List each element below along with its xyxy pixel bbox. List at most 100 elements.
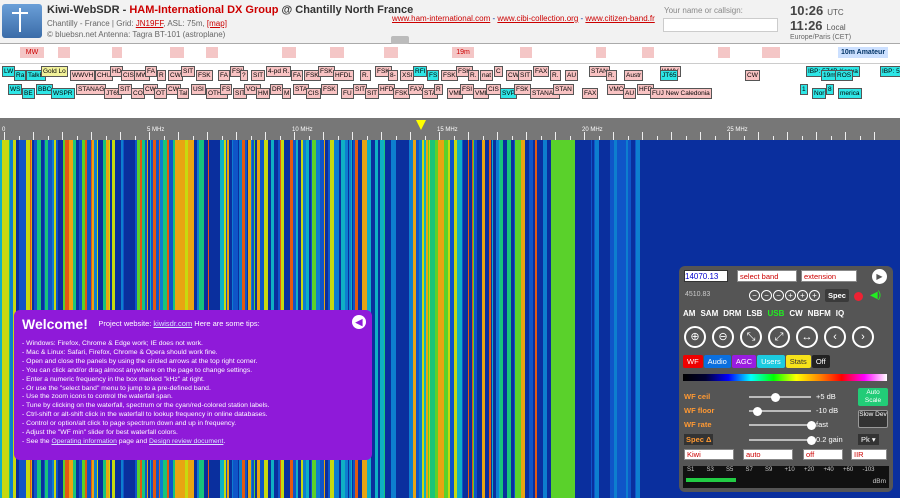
zoom-max-icon[interactable]: ⤡ [740, 326, 762, 348]
station-label[interactable]: R [157, 70, 166, 81]
station-label[interactable]: CIS [306, 88, 321, 99]
page-up-icon[interactable]: › [852, 326, 874, 348]
band-mw[interactable]: MW [20, 47, 44, 58]
station-label[interactable]: STANAG [76, 84, 107, 95]
frequency-input[interactable]: 14070.13 [684, 270, 728, 282]
spec-delta-slider[interactable] [749, 435, 816, 445]
extension-dropdown[interactable]: extension [801, 270, 857, 282]
tab-users[interactable]: Users [757, 355, 785, 368]
wf-ceil-slider[interactable] [749, 392, 811, 402]
station-label[interactable]: 4-pd R. [266, 66, 292, 77]
wf-floor-slider[interactable] [749, 406, 811, 416]
tab-wf[interactable]: WF [683, 355, 703, 368]
frequency-scale[interactable]: 0 5 MHz 10 MHz 15 MHz 20 MHz 25 MHz [0, 118, 900, 140]
iir-dropdown[interactable]: IIR [851, 449, 887, 460]
station-label[interactable]: FS [220, 84, 233, 95]
band-19m[interactable]: 19m [452, 47, 474, 58]
band-10m-amateur[interactable]: 10m Amateur [838, 47, 888, 58]
station-label[interactable]: FAX [582, 88, 599, 99]
auto-scale-button[interactable]: Auto Scale [858, 388, 888, 406]
mode-sam-button[interactable]: SAM [700, 309, 719, 318]
zoom-out-icon[interactable]: − [749, 290, 760, 301]
off-dropdown[interactable]: off [803, 449, 843, 460]
station-label[interactable]: USI [191, 84, 206, 95]
wf-rate-slider[interactable] [749, 420, 816, 430]
station-label[interactable]: CW [745, 70, 760, 81]
zoom-band-icon[interactable]: ⤢ [768, 326, 790, 348]
station-label[interactable]: R. [468, 70, 479, 81]
station-label[interactable]: WS [8, 84, 23, 95]
station-label[interactable]: FA [145, 66, 157, 77]
zoom-in-icon[interactable]: + [809, 290, 820, 301]
operating-info-link[interactable]: Operating information [51, 437, 117, 445]
station-label[interactable]: M [282, 88, 292, 99]
mode-nbfm-button[interactable]: NBFM [807, 309, 831, 318]
station-label[interactable]: R. [550, 70, 561, 81]
station-label[interactable]: SIT [365, 88, 380, 99]
grid-link[interactable]: JN19FF [135, 19, 164, 28]
link-citizen-band[interactable]: www.citizen-band.fr [585, 14, 655, 23]
zoom-in-icon[interactable]: + [785, 290, 796, 301]
tab-off[interactable]: Off [811, 355, 830, 368]
link-ham-international[interactable]: www.ham-international.com [392, 14, 491, 23]
station-label[interactable]: SIT [118, 84, 133, 95]
station-label[interactable]: Tal [177, 88, 190, 99]
mode-drm-button[interactable]: DRM [723, 309, 742, 318]
station-label[interactable]: 8- [388, 70, 398, 81]
slow-dev-button[interactable]: Slow Dev [858, 410, 888, 428]
station-label[interactable]: SIT [251, 70, 266, 81]
mode-iq-button[interactable]: IQ [835, 309, 845, 318]
station-label[interactable]: R. [360, 70, 371, 81]
tuning-carrier-icon[interactable] [416, 120, 426, 130]
station-label[interactable]: SIT [518, 70, 533, 81]
kiwi-dropdown[interactable]: Kiwi [684, 449, 734, 460]
station-label[interactable]: FSK [321, 84, 338, 95]
wf-rate-knob[interactable] [807, 420, 816, 430]
station-label[interactable]: FAX [533, 66, 550, 77]
zoom-in-icon[interactable]: + [797, 290, 808, 301]
station-label[interactable]: CIS [486, 84, 501, 95]
station-label[interactable]: FSK [514, 84, 531, 95]
station-label[interactable]: FA [218, 70, 230, 81]
station-label[interactable]: FSI [460, 84, 475, 95]
play-icon[interactable]: ▶ [872, 269, 887, 284]
zoom-full-icon[interactable]: ↔ [796, 326, 818, 348]
tab-stats[interactable]: Stats [785, 355, 811, 368]
station-label[interactable]: JT65 [660, 70, 679, 81]
wf-ceil-knob[interactable] [771, 392, 780, 402]
station-label[interactable]: Gold Lo [41, 66, 68, 77]
station-label[interactable]: SIT [181, 66, 196, 77]
station-label[interactable]: FA [291, 70, 303, 81]
station-label[interactable]: FS [427, 70, 440, 81]
station-label[interactable]: 1 [800, 84, 808, 95]
mode-usb-button[interactable]: USB [767, 309, 785, 318]
station-label[interactable]: HFDL [333, 70, 354, 81]
station-label[interactable]: nat [480, 70, 494, 81]
station-label[interactable]: FUJ New Caledonia [650, 88, 712, 99]
callsign-input[interactable] [663, 18, 778, 32]
record-icon[interactable] [854, 292, 863, 301]
mode-lsb-button[interactable]: LSB [746, 309, 763, 318]
station-label[interactable]: C [494, 66, 503, 77]
link-cibi-collection[interactable]: www.cibi-collection.org [497, 14, 579, 23]
wf-floor-knob[interactable] [753, 406, 762, 416]
zoom-out-icon[interactable]: − [773, 290, 784, 301]
select-band-dropdown[interactable]: select band [737, 270, 797, 282]
station-label[interactable]: ? [240, 70, 248, 81]
station-label[interactable]: ROS [835, 70, 854, 81]
station-label[interactable]: HM [256, 88, 271, 99]
station-label[interactable]: STAN [553, 84, 574, 95]
station-label[interactable]: FU [341, 88, 354, 99]
zoom-in-magnifier-icon[interactable]: ⊕ [684, 326, 706, 348]
speaker-icon[interactable]: ◀) [870, 290, 882, 301]
station-label[interactable]: BE [22, 88, 35, 99]
station-label[interactable]: FSK [196, 70, 213, 81]
close-panel-icon[interactable]: ◀ [352, 315, 366, 329]
station-label[interactable]: merica [838, 88, 862, 99]
station-label[interactable]: 8 [826, 84, 834, 95]
station-label[interactable]: WWVH [70, 70, 96, 81]
mode-am-button[interactable]: AM [683, 309, 696, 318]
station-label[interactable]: AU [565, 70, 579, 81]
station-label[interactable]: Ra [14, 70, 27, 81]
station-label[interactable]: AU [623, 88, 637, 99]
